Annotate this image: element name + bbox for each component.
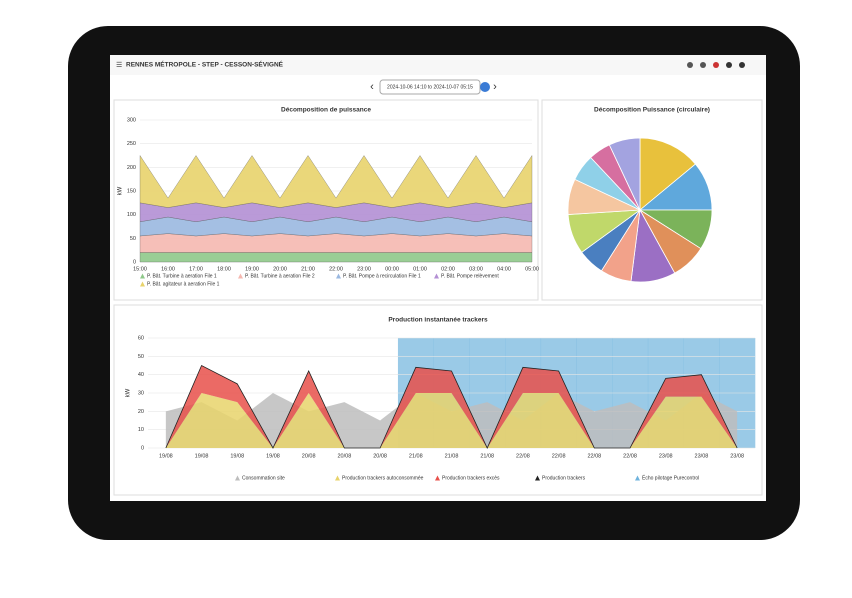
x-tick-label: 05:00 — [525, 266, 539, 272]
x-tick-label: 18:00 — [217, 266, 231, 272]
x-tick-label: 21/08 — [409, 453, 423, 459]
header-icons — [687, 62, 745, 68]
legend-label: P. Bât. Turbine à aeration File 1 — [147, 273, 217, 279]
legend-label: P. Bât. agitateur à aeration File 1 — [147, 281, 220, 287]
icon[interactable] — [687, 62, 693, 68]
x-tick-label: 22:00 — [329, 266, 343, 272]
excess-area — [165, 365, 738, 448]
stacked-area — [139, 252, 533, 263]
panel — [541, 99, 763, 301]
y-tick-label: 20 — [138, 409, 144, 415]
x-tick-label: 20/08 — [302, 453, 316, 459]
legend-marker — [140, 273, 145, 279]
y-axis-label: kW — [118, 186, 124, 195]
x-tick-label: 23/08 — [659, 453, 673, 459]
x-tick-label: 19/08 — [230, 453, 244, 459]
y-tick-label: 300 — [127, 117, 136, 123]
y-tick-label: 40 — [138, 372, 144, 378]
legend-label: P. Bât. Turbine à aeration File 2 — [245, 273, 315, 279]
x-tick-label: 04:00 — [497, 266, 511, 272]
x-tick-label: 19/08 — [266, 453, 280, 459]
x-tick-label: 22/08 — [516, 453, 530, 459]
prev-button[interactable]: ‹ — [370, 81, 374, 93]
legend-marker — [336, 273, 341, 279]
x-tick-label: 02:00 — [441, 266, 455, 272]
y-tick-label: 50 — [138, 354, 144, 360]
icon[interactable] — [726, 62, 732, 68]
y-tick-label: 60 — [138, 335, 144, 341]
x-tick-label: 16:00 — [161, 266, 175, 272]
chart-title: Décomposition de puissance — [281, 107, 371, 114]
x-tick-label: 22/08 — [552, 453, 566, 459]
legend-label: P. Bât. Pompe relèvement — [441, 273, 499, 279]
legend-marker — [238, 273, 243, 279]
y-tick-label: 0 — [133, 259, 136, 265]
x-tick-label: 21/08 — [445, 453, 459, 459]
production-line — [165, 364, 738, 449]
x-tick-label: 23:00 — [357, 266, 371, 272]
next-button[interactable]: › — [493, 81, 497, 93]
panel — [113, 99, 539, 301]
x-tick-label: 20/08 — [373, 453, 387, 459]
chart-title: Décomposition Puissance (circulaire) — [594, 107, 710, 114]
legend-marker — [140, 281, 145, 287]
legend-marker — [235, 475, 240, 481]
y-tick-label: 250 — [127, 141, 136, 147]
legend-label: Production trackers excès — [442, 475, 500, 481]
x-tick-label: 00:00 — [385, 266, 399, 272]
x-tick-label: 20/08 — [337, 453, 351, 459]
icon[interactable] — [700, 62, 706, 68]
legend-marker — [435, 475, 440, 481]
legend-marker — [434, 273, 439, 279]
legend-label: Consommation site — [242, 475, 285, 481]
x-tick-label: 17:00 — [189, 266, 203, 272]
y-tick-label: 100 — [127, 212, 136, 218]
pie-slice — [608, 137, 641, 211]
legend-label: Production trackers autoconsommée — [342, 475, 424, 481]
y-tick-label: 50 — [130, 236, 136, 242]
x-tick-label: 23/08 — [730, 453, 744, 459]
self-consumed-area — [165, 393, 738, 448]
y-tick-label: 10 — [138, 427, 144, 433]
legend-label: Écho pilotage Purecontrol — [642, 474, 699, 481]
x-tick-label: 22/08 — [587, 453, 601, 459]
icon[interactable] — [713, 62, 719, 68]
legend-marker — [635, 475, 640, 481]
y-tick-label: 150 — [127, 188, 136, 194]
x-tick-label: 19:00 — [245, 266, 259, 272]
menu-icon[interactable]: ☰ — [116, 62, 122, 69]
y-axis-label: kW — [126, 388, 132, 397]
x-tick-label: 03:00 — [469, 266, 483, 272]
panel — [113, 304, 763, 496]
x-tick-label: 19/08 — [159, 453, 173, 459]
x-tick-label: 23/08 — [695, 453, 709, 459]
stacked-area — [139, 154, 533, 208]
date-range[interactable]: 2024-10-06 14:10 to 2024-10-07 05:15 — [387, 84, 473, 90]
search-button[interactable] — [480, 82, 490, 92]
header-bar — [110, 55, 766, 75]
chart-title: Production instantanée trackers — [388, 317, 488, 324]
y-tick-label: 0 — [141, 445, 144, 451]
x-tick-label: 20:00 — [273, 266, 287, 272]
legend-marker — [535, 475, 540, 481]
x-tick-label: 21:00 — [301, 266, 315, 272]
y-tick-label: 200 — [127, 165, 136, 171]
stacked-area — [139, 233, 533, 253]
y-tick-label: 30 — [138, 390, 144, 396]
x-tick-label: 22/08 — [623, 453, 637, 459]
x-tick-label: 21/08 — [480, 453, 494, 459]
x-tick-label: 19/08 — [195, 453, 209, 459]
x-tick-label: 15:00 — [133, 266, 147, 272]
icon[interactable] — [739, 62, 745, 68]
legend-marker — [335, 475, 340, 481]
legend-label: Production trackers — [542, 475, 586, 481]
legend-label: P. Bât. Pompe à recirculation File 1 — [343, 273, 421, 279]
x-tick-label: 01:00 — [413, 266, 427, 272]
header-title[interactable]: RENNES MÉTROPOLE - STEP - CESSON-SÉVIGNÉ — [126, 60, 284, 69]
pie-slice — [639, 137, 697, 211]
